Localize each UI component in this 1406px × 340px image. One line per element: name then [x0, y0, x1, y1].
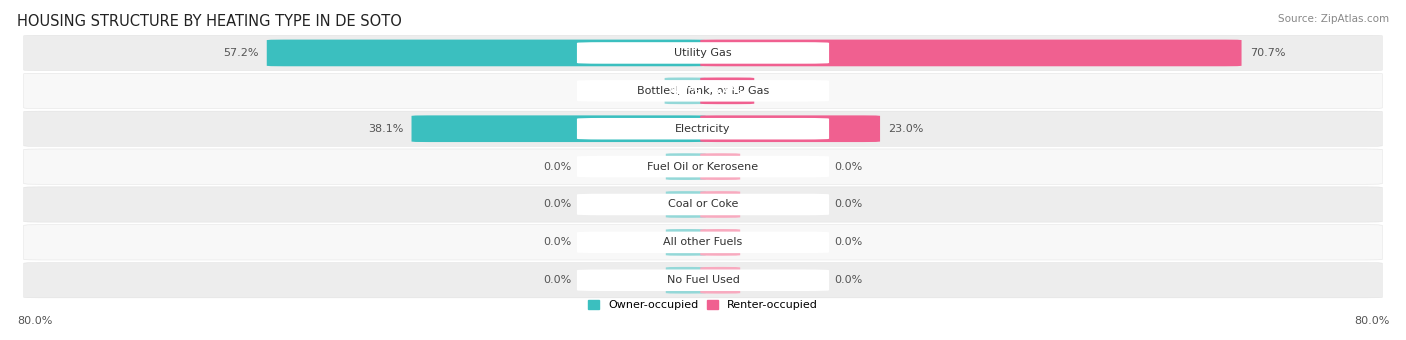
FancyBboxPatch shape [666, 153, 706, 180]
Text: 38.1%: 38.1% [368, 124, 404, 134]
FancyBboxPatch shape [700, 78, 754, 104]
Text: Electricity: Electricity [675, 124, 731, 134]
FancyBboxPatch shape [24, 149, 1382, 184]
Text: 0.0%: 0.0% [543, 162, 571, 172]
FancyBboxPatch shape [700, 191, 740, 218]
FancyBboxPatch shape [24, 225, 1382, 260]
FancyBboxPatch shape [700, 267, 740, 294]
Text: 80.0%: 80.0% [1354, 317, 1389, 326]
Text: 0.0%: 0.0% [835, 200, 863, 209]
FancyBboxPatch shape [267, 39, 706, 66]
FancyBboxPatch shape [576, 156, 830, 177]
FancyBboxPatch shape [666, 267, 706, 294]
FancyBboxPatch shape [700, 39, 1241, 66]
FancyBboxPatch shape [700, 115, 880, 142]
FancyBboxPatch shape [24, 187, 1382, 222]
Text: 0.0%: 0.0% [543, 275, 571, 285]
Text: Fuel Oil or Kerosene: Fuel Oil or Kerosene [647, 162, 759, 172]
FancyBboxPatch shape [412, 115, 706, 142]
Text: Bottled, Tank, or LP Gas: Bottled, Tank, or LP Gas [637, 86, 769, 96]
FancyBboxPatch shape [576, 118, 830, 139]
Text: No Fuel Used: No Fuel Used [666, 275, 740, 285]
FancyBboxPatch shape [576, 194, 830, 215]
Text: 70.7%: 70.7% [1250, 48, 1285, 58]
Legend: Owner-occupied, Renter-occupied: Owner-occupied, Renter-occupied [583, 296, 823, 315]
FancyBboxPatch shape [576, 80, 830, 102]
FancyBboxPatch shape [24, 111, 1382, 146]
FancyBboxPatch shape [576, 270, 830, 291]
FancyBboxPatch shape [700, 229, 740, 256]
Text: 6.4%: 6.4% [711, 86, 742, 96]
Text: 0.0%: 0.0% [835, 162, 863, 172]
FancyBboxPatch shape [24, 73, 1382, 108]
Text: 0.0%: 0.0% [835, 237, 863, 248]
FancyBboxPatch shape [666, 191, 706, 218]
Text: Utility Gas: Utility Gas [675, 48, 731, 58]
Text: 57.2%: 57.2% [224, 48, 259, 58]
Text: All other Fuels: All other Fuels [664, 237, 742, 248]
FancyBboxPatch shape [576, 232, 830, 253]
Text: 0.0%: 0.0% [543, 200, 571, 209]
Text: Coal or Coke: Coal or Coke [668, 200, 738, 209]
FancyBboxPatch shape [24, 262, 1382, 298]
Text: 0.0%: 0.0% [543, 237, 571, 248]
FancyBboxPatch shape [24, 35, 1382, 71]
Text: 23.0%: 23.0% [889, 124, 924, 134]
Text: HOUSING STRUCTURE BY HEATING TYPE IN DE SOTO: HOUSING STRUCTURE BY HEATING TYPE IN DE … [17, 14, 402, 29]
FancyBboxPatch shape [665, 78, 706, 104]
Text: 0.0%: 0.0% [835, 275, 863, 285]
Text: Source: ZipAtlas.com: Source: ZipAtlas.com [1278, 14, 1389, 23]
Text: 4.7%: 4.7% [669, 86, 700, 96]
FancyBboxPatch shape [666, 229, 706, 256]
Text: 80.0%: 80.0% [17, 317, 52, 326]
FancyBboxPatch shape [576, 42, 830, 64]
FancyBboxPatch shape [700, 153, 740, 180]
